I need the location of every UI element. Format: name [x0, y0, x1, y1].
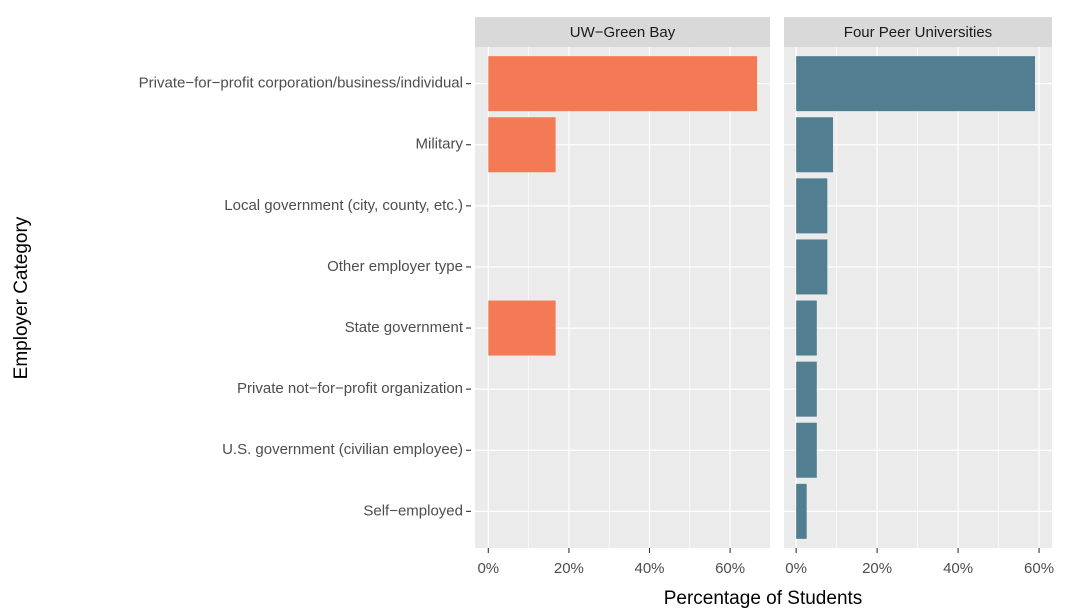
y-tick-label: Local government (city, county, etc.) — [224, 197, 463, 214]
x-tick-label: 40% — [943, 560, 973, 577]
bar — [796, 300, 817, 356]
y-tick-label: U.S. government (civilian employee) — [222, 441, 463, 458]
bar — [488, 117, 556, 173]
y-tick-label: Private not−for−profit organization — [237, 380, 463, 397]
x-tick-label: 0% — [785, 560, 807, 577]
y-tick-label: Military — [416, 136, 464, 153]
strip-background — [784, 17, 1052, 47]
y-tick-label: Private−for−profit corporation/business/… — [139, 75, 463, 92]
strip-background — [475, 17, 770, 47]
y-tick-label: Self−employed — [363, 502, 463, 519]
x-tick-label: 20% — [554, 560, 584, 577]
strip-text: UW−Green Bay — [570, 24, 676, 41]
x-tick-label: 60% — [1024, 560, 1054, 577]
x-tick-label: 20% — [862, 560, 892, 577]
x-tick-label: 60% — [715, 560, 745, 577]
strip-text: Four Peer Universities — [844, 24, 992, 41]
bar — [488, 56, 758, 112]
bar — [488, 300, 556, 356]
bar — [796, 178, 828, 234]
bar — [796, 361, 817, 417]
x-axis-title: Percentage of Students — [664, 588, 863, 609]
bar — [796, 239, 828, 295]
bar — [796, 117, 833, 173]
y-axis-title: Employer Category — [11, 216, 32, 379]
y-tick-label: State government — [345, 319, 464, 336]
y-tick-label: Other employer type — [327, 258, 463, 275]
bar — [796, 422, 817, 478]
x-tick-label: 40% — [634, 560, 664, 577]
bar — [796, 483, 807, 539]
x-tick-label: 0% — [477, 560, 499, 577]
bar — [796, 56, 1035, 112]
